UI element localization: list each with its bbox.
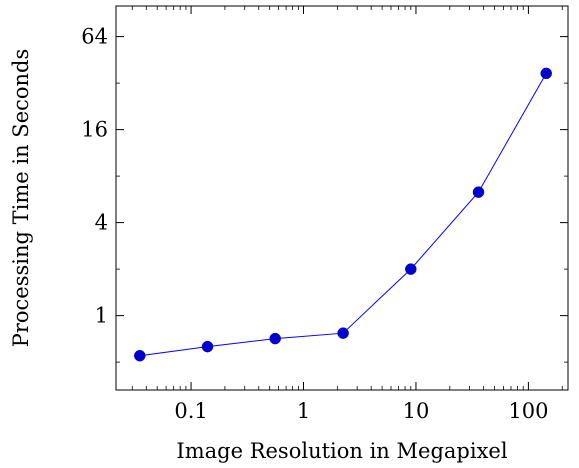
series-lines: [139, 73, 547, 357]
data-point: [269, 332, 281, 345]
plot-frame: [115, 5, 569, 391]
data-point: [540, 67, 552, 80]
y-tick-label: 16: [81, 118, 108, 142]
y-tick-label: 1: [95, 304, 108, 328]
x-tick-label: 0.1: [174, 399, 207, 423]
minor-ticks: [116, 6, 568, 390]
data-point: [405, 263, 417, 275]
data-point: [472, 186, 485, 198]
data-point: [134, 349, 146, 362]
data-point: [337, 327, 349, 339]
y-tick-label: 4: [95, 211, 108, 235]
y-axis-label: Processing Time in Seconds: [9, 49, 33, 348]
y-tick-labels: 1 4 16 64: [81, 25, 108, 328]
major-ticks: [116, 6, 568, 390]
x-tick-labels: 0.1 1 10 100: [174, 399, 548, 423]
data-point: [201, 340, 214, 353]
x-tick-label: 1: [297, 399, 310, 423]
series-line: [139, 73, 547, 357]
series-points: [134, 67, 552, 362]
x-axis-label: Image Resolution in Megapixel: [176, 439, 507, 463]
x-tick-label: 100: [508, 399, 548, 423]
y-tick-label: 64: [81, 25, 108, 49]
x-tick-label: 10: [403, 399, 430, 423]
